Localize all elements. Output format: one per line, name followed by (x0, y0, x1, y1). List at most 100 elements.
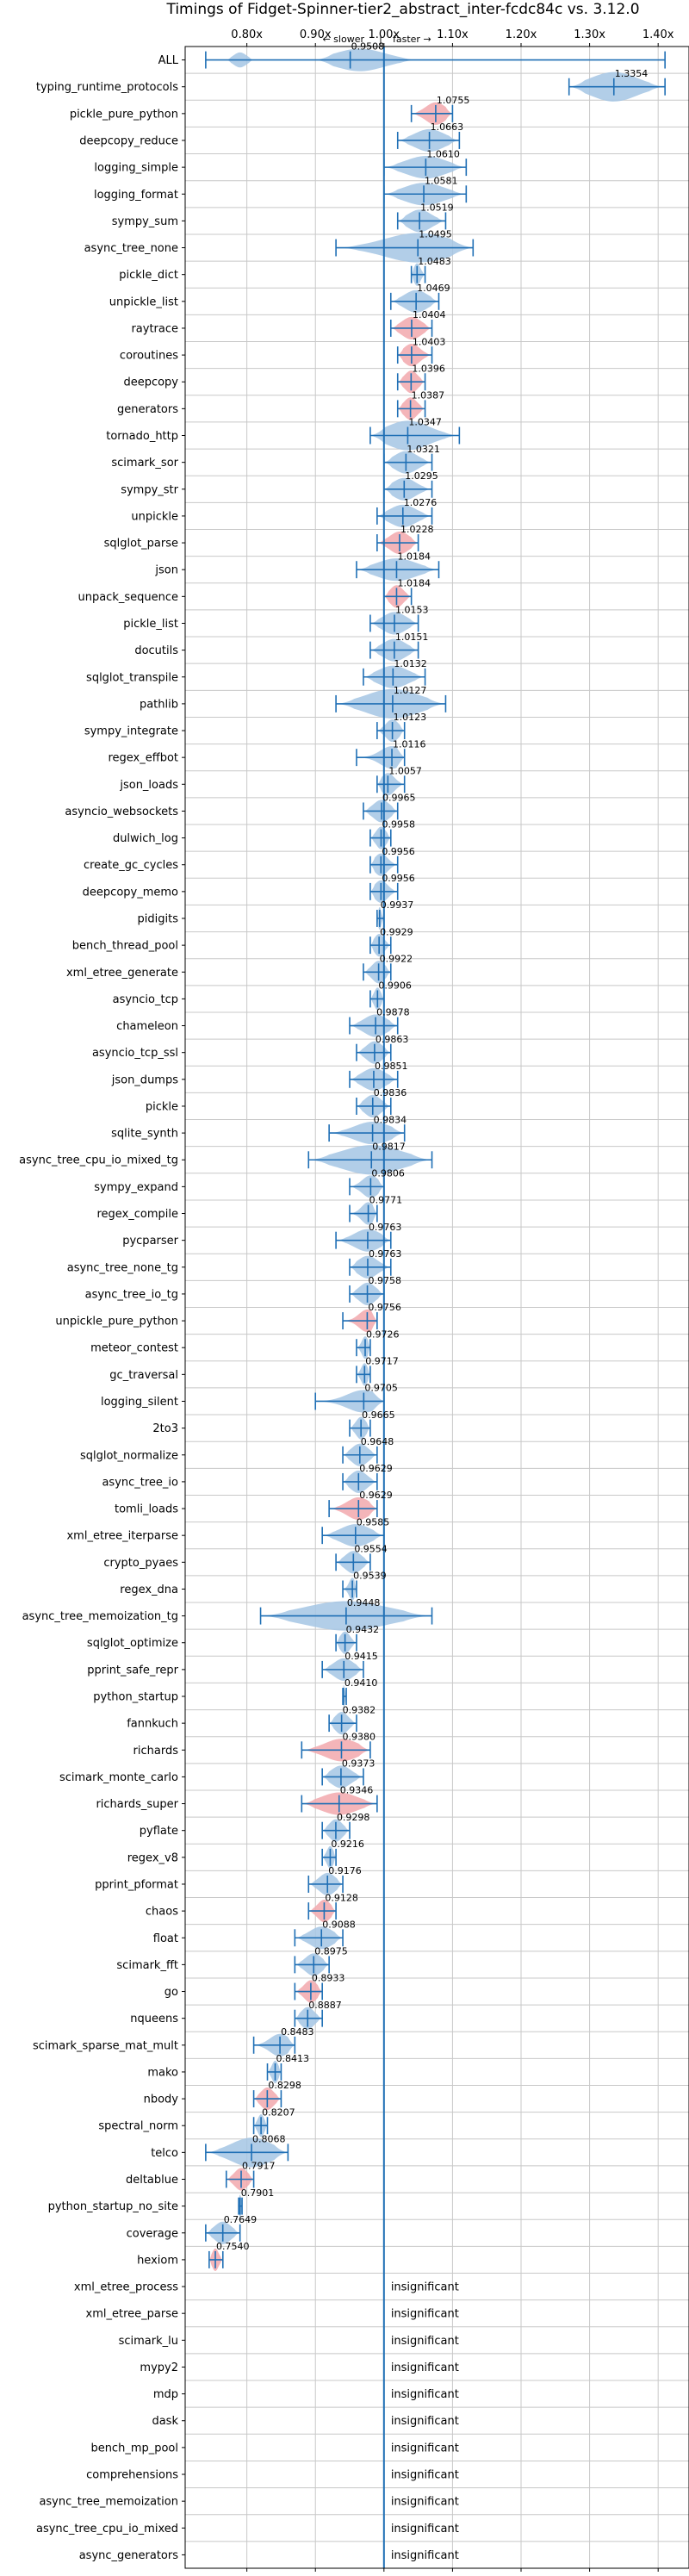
y-label: async_tree_cpu_io_mixed_tg (19, 1154, 178, 1167)
value-label: 0.8207 (262, 2106, 295, 2118)
value-label: 0.8068 (252, 2134, 286, 2145)
y-label: pickle (146, 1100, 178, 1113)
value-label: 0.9758 (369, 1275, 402, 1286)
direction-faster: faster → (393, 34, 431, 45)
value-label: 1.3354 (615, 68, 649, 79)
x-tick-label-top: 1.20x (506, 28, 537, 41)
y-label: gc_traversal (109, 1369, 178, 1382)
y-label: mypy2 (140, 2361, 178, 2374)
insignificant-label: insignificant (391, 2415, 459, 2428)
y-label: chameleon (116, 1020, 178, 1033)
y-label: bench_mp_pool (90, 2442, 178, 2455)
value-label: 0.7540 (216, 2241, 249, 2252)
insignificant-label: insignificant (391, 2442, 459, 2455)
value-label: 0.9432 (346, 1624, 380, 1635)
value-label: 0.9763 (369, 1248, 402, 1260)
y-label: async_tree_cpu_io_mixed (36, 2523, 178, 2536)
y-label: deepcopy_reduce (79, 134, 178, 147)
value-label: 0.9382 (343, 1704, 376, 1715)
y-label: async_tree_io_tg (85, 1288, 178, 1301)
y-label: coroutines (120, 350, 178, 363)
y-label: async_tree_io (102, 1476, 178, 1489)
insignificant-label: insignificant (391, 2335, 459, 2348)
y-label: scimark_monte_carlo (59, 1771, 178, 1784)
y-label: sqlite_synth (111, 1128, 178, 1141)
x-axis-ticks: 0.80x 0.90x 1.00x 1.10x 1.20x 1.30x 1.40x (231, 28, 674, 2572)
y-label: python_startup (93, 1691, 178, 1704)
direction-note: ← slower | faster → (322, 34, 431, 45)
x-tick-label-top: 1.10x (437, 28, 469, 41)
value-label: 0.8933 (312, 1973, 345, 1984)
value-label: 0.8413 (276, 2053, 310, 2064)
y-label: pycparser (122, 1235, 178, 1248)
value-label: 1.0469 (417, 283, 450, 294)
value-label: 0.9771 (369, 1195, 403, 1206)
y-label: regex_compile (96, 1208, 178, 1221)
y-label: pickle_pure_python (70, 108, 178, 121)
y-label: sqlglot_parse (104, 538, 178, 551)
value-label: 0.9346 (340, 1785, 374, 1796)
value-label: 1.0276 (404, 497, 438, 508)
value-label: 1.0228 (400, 524, 434, 535)
value-label: 0.9834 (374, 1114, 407, 1125)
y-label: generators (117, 403, 178, 416)
value-label: 0.9128 (325, 1892, 358, 1903)
insignificant-label: insignificant (391, 2523, 459, 2536)
value-label: 1.0755 (437, 95, 470, 106)
value-label: 0.9726 (366, 1328, 400, 1340)
y-label: xml_etree_process (74, 2281, 178, 2294)
value-label: 0.9958 (382, 819, 415, 831)
y-label: logging_silent (101, 1396, 178, 1409)
x-tick-label-top: 1.30x (574, 28, 605, 41)
direction-separator: | (379, 34, 382, 45)
insignificant-label: insignificant (391, 2549, 459, 2562)
y-label: typing_runtime_protocols (36, 81, 178, 94)
value-label: 0.9937 (381, 899, 414, 911)
value-label: 1.0153 (395, 605, 429, 616)
value-label: 0.9717 (365, 1356, 399, 1367)
y-label: json_loads (119, 779, 178, 792)
y-label: sympy_integrate (84, 725, 178, 738)
value-label: 1.0403 (413, 336, 446, 347)
value-label: 1.0184 (397, 551, 431, 562)
value-label: 0.8298 (268, 2080, 301, 2091)
y-label: unpickle (131, 510, 178, 523)
y-label: deltablue (126, 2174, 178, 2187)
value-label: 1.0396 (412, 363, 445, 374)
value-label: 0.9863 (376, 1034, 409, 1045)
y-label: pyflate (140, 1825, 178, 1838)
y-label: regex_dna (120, 1584, 178, 1596)
value-label: 1.0483 (418, 256, 450, 267)
y-label: ALL (158, 54, 179, 67)
y-label: xml_etree_generate (66, 967, 178, 980)
plot-frame (184, 46, 689, 2569)
value-label: 0.9956 (382, 846, 415, 857)
y-label: bench_thread_pool (72, 940, 178, 953)
value-label: 0.9965 (382, 793, 416, 804)
value-label: 0.9373 (342, 1758, 376, 1770)
x-tick-label-top: 1.00x (368, 28, 400, 41)
value-label: 1.0151 (395, 632, 429, 643)
y-label: sqlglot_optimize (87, 1637, 178, 1650)
value-label: 0.9554 (354, 1543, 388, 1554)
value-label: 0.8887 (308, 2000, 342, 2011)
value-label: 0.9415 (344, 1651, 378, 1662)
y-label: pprint_pformat (95, 1878, 178, 1891)
value-label: 1.0495 (419, 229, 452, 240)
y-label: regex_effbot (108, 752, 178, 765)
y-label: docutils (134, 644, 178, 657)
y-label: pathlib (140, 698, 178, 711)
y-label: coverage (127, 2227, 178, 2240)
insignificant-label: insignificant (391, 2308, 459, 2321)
y-label: raytrace (131, 322, 178, 335)
y-label: json (154, 564, 178, 577)
y-label: async_tree_memoization_tg (22, 1610, 178, 1623)
value-label: 1.0404 (413, 309, 446, 320)
error-bars (205, 51, 666, 2268)
value-label: 0.9088 (322, 1919, 356, 1930)
y-label: scimark_sor (111, 457, 178, 470)
y-label: pidigits (138, 912, 179, 925)
y-label: xml_etree_iterparse (66, 1530, 178, 1543)
y-label: python_startup_no_site (48, 2200, 178, 2213)
y-label: xml_etree_parse (86, 2308, 178, 2321)
